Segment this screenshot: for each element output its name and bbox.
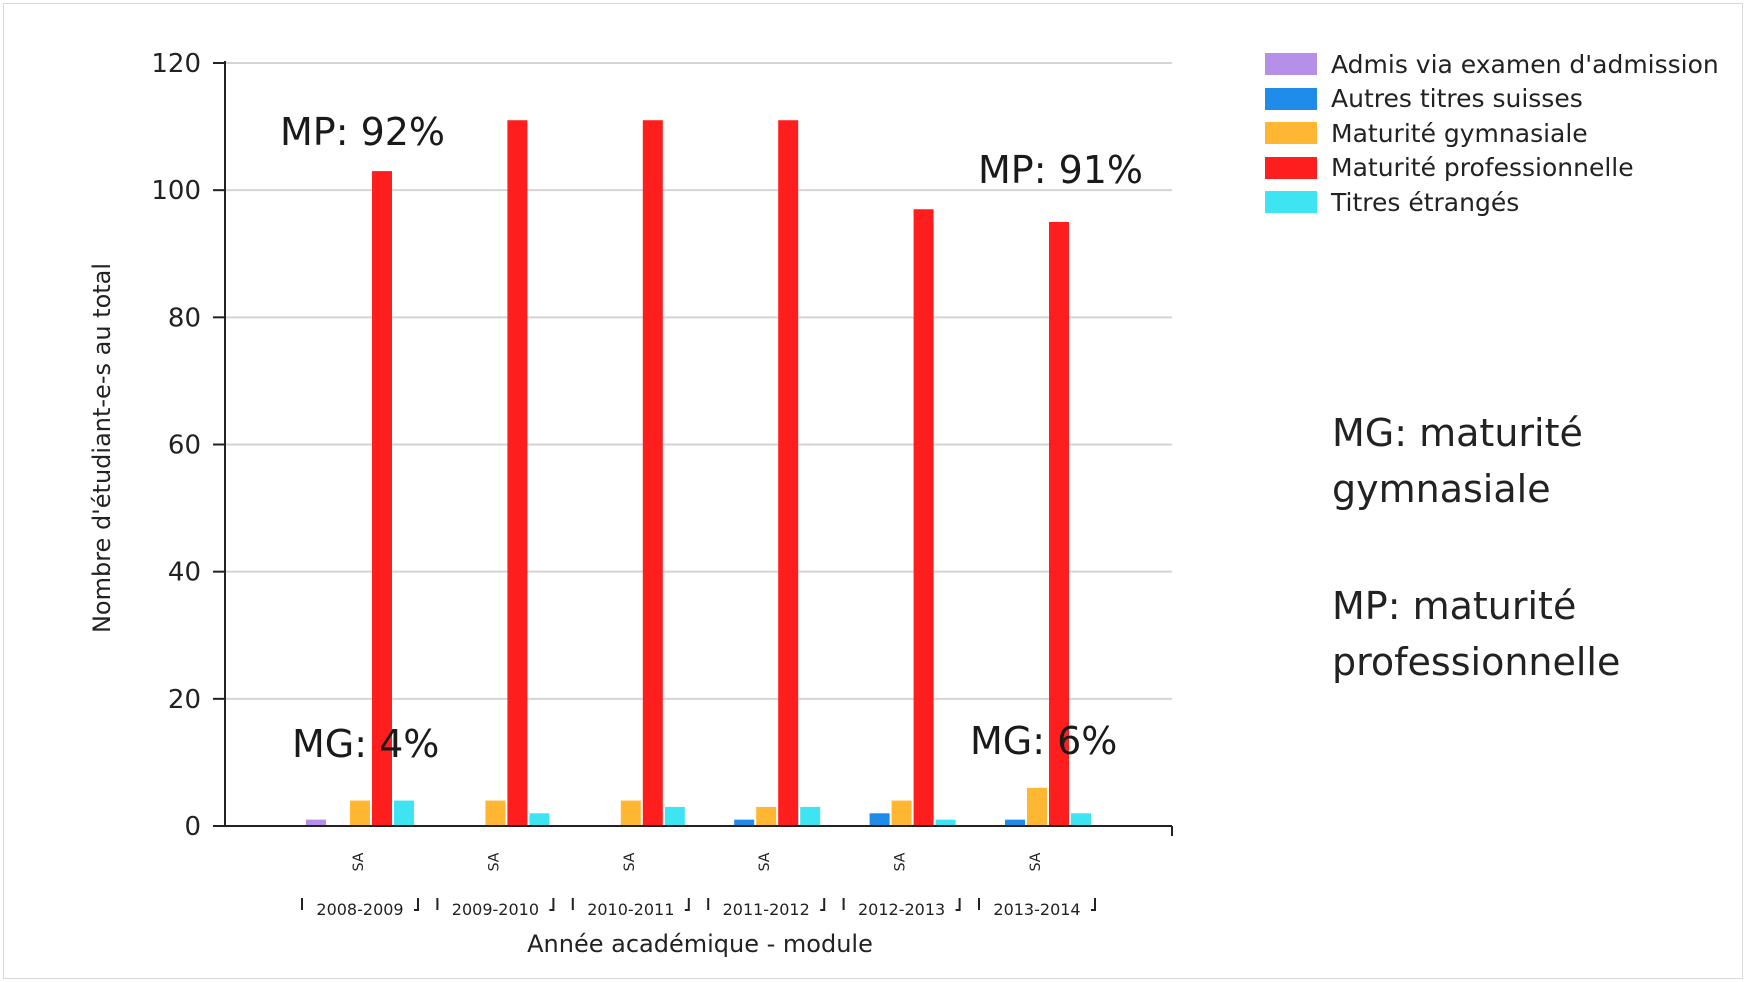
y-tick-label-80: 80: [168, 303, 201, 333]
legend-item-4: Titres étrangés: [1265, 185, 1719, 220]
x-tick-labels: SA 2008-2009 SA 2009-2010 SA 2010-2011 SA 2011-…: [301, 852, 1096, 919]
legend: Admis via examen d'admission Autres titre…: [1265, 47, 1719, 220]
x-tick-label-2010-2011: 2010-2011: [587, 900, 674, 919]
x-axis-label: Année académique - module: [527, 930, 873, 958]
x-group-bracket-right: [820, 898, 826, 911]
x-tick-label-2008-2009: 2008-2009: [316, 900, 403, 919]
x-group-bracket-right: [549, 898, 555, 911]
legend-label: Maturité gymnasiale: [1331, 118, 1588, 148]
legend-label: Maturité professionnelle: [1331, 153, 1634, 183]
x-module-label: SA: [893, 852, 909, 871]
legend-item-2: Maturité gymnasiale: [1265, 116, 1719, 151]
bar-2008-2009-s2: [350, 800, 370, 826]
note-mp-line-1: MP: maturité: [1332, 584, 1577, 628]
x-module-label: SA: [1028, 852, 1044, 871]
y-tick-labels: 0 20 40 60 80 100 120: [151, 49, 201, 842]
y-tick-label-0: 0: [184, 812, 201, 842]
bar-2013-2014-s1: [1005, 819, 1025, 826]
note-mg: MG: maturité gymnasiale: [1332, 405, 1583, 517]
annotation-mg-last: MG: 6%: [970, 719, 1117, 763]
legend-swatch: [1265, 53, 1317, 76]
annotation-mp-first: MP: 92%: [280, 110, 445, 154]
legend-item-0: Admis via examen d'admission: [1265, 47, 1719, 82]
annotation-mg-first: MG: 4%: [292, 722, 439, 766]
bar-2011-2012-s4: [800, 806, 821, 826]
bar-2008-2009-s0: [306, 819, 326, 826]
bar-2010-2011-s4: [664, 806, 685, 826]
bars: [306, 120, 1091, 827]
legend-label: Titres étrangés: [1331, 187, 1520, 217]
x-group-bracket-right: [1091, 898, 1096, 911]
x-module-label: SA: [622, 852, 638, 871]
bar-2011-2012-s3: [778, 120, 799, 827]
legend-item-3: Maturité professionnelle: [1265, 151, 1719, 186]
x-module-label: SA: [351, 852, 367, 871]
x-module-label: SA: [757, 852, 773, 871]
y-axis-label: Nombre d'étudiant-e-s au total: [88, 263, 116, 633]
x-tick-label-2011-2012: 2011-2012: [723, 900, 810, 919]
bar-2010-2011-s2: [620, 800, 641, 826]
x-tick-label-2013-2014: 2013-2014: [993, 900, 1080, 919]
legend-swatch: [1265, 122, 1317, 145]
x-group-bracket-right: [684, 898, 690, 911]
bar-2009-2010-s4: [529, 813, 550, 826]
bar-2012-2013-s3: [913, 209, 934, 826]
bar-2012-2013-s4: [935, 819, 956, 826]
bar-2013-2014-s2: [1027, 787, 1047, 826]
legend-label: Admis via examen d'admission: [1331, 49, 1719, 79]
x-tick-label-2012-2013: 2012-2013: [858, 900, 945, 919]
bar-2011-2012-s1: [734, 819, 755, 826]
x-tick-label-2009-2010: 2009-2010: [452, 900, 539, 919]
axes: [213, 61, 1173, 836]
legend-swatch: [1265, 191, 1317, 214]
note-mp: MP: maturité professionnelle: [1332, 578, 1620, 690]
bar-2009-2010-s3: [507, 120, 528, 827]
annotation-mp-last: MP: 91%: [978, 148, 1143, 192]
legend-swatch: [1265, 87, 1317, 110]
bar-2012-2013-s1: [869, 813, 890, 826]
y-tick-label-40: 40: [168, 558, 201, 588]
legend-item-1: Autres titres suisses: [1265, 82, 1719, 117]
y-tick-label-20: 20: [168, 685, 201, 715]
note-mg-line-2: gymnasiale: [1332, 467, 1551, 511]
legend-swatch: [1265, 156, 1317, 179]
bar-2013-2014-s3: [1049, 221, 1069, 827]
x-group-bracket-right: [414, 898, 419, 911]
bar-2008-2009-s4: [394, 800, 414, 826]
note-mg-line-1: MG: maturité: [1332, 411, 1583, 455]
annotations: MP: 92% MP: 91% MG: 4% MG: 6%: [280, 110, 1143, 766]
y-tick-label-60: 60: [168, 431, 201, 461]
bar-2010-2011-s3: [642, 120, 663, 827]
y-tick-label-120: 120: [151, 49, 201, 79]
bar-2012-2013-s2: [891, 800, 912, 826]
bar-2008-2009-s3: [372, 171, 392, 826]
note-mp-line-2: professionnelle: [1332, 640, 1621, 684]
bar-2009-2010-s2: [485, 800, 506, 826]
bar-2011-2012-s2: [756, 806, 777, 826]
legend-label: Autres titres suisses: [1331, 84, 1583, 114]
y-tick-label-100: 100: [151, 176, 201, 206]
bar-2013-2014-s4: [1071, 813, 1091, 826]
x-module-label: SA: [486, 852, 502, 871]
x-group-bracket-right: [955, 898, 961, 911]
